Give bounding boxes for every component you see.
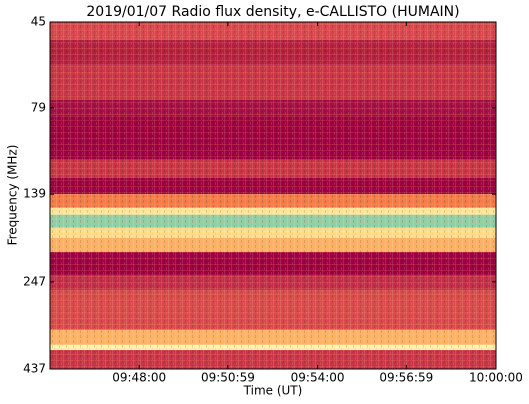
y-tick-label: 45: [31, 15, 46, 29]
y-tick-label: 247: [23, 274, 46, 288]
y-tick-label: 437: [23, 362, 46, 376]
x-tick-label: 09:54:00: [291, 371, 345, 385]
chart-title: 2019/01/07 Radio flux density, e-CALLIST…: [86, 4, 459, 20]
plot-frame: [49, 21, 497, 370]
x-tick-label: 09:56:59: [379, 371, 433, 385]
x-axis-label: Time (UT): [243, 384, 303, 398]
y-tick-label: 79: [31, 100, 46, 114]
texture: [50, 22, 496, 369]
x-tick-label: 09:48:00: [112, 371, 166, 385]
x-tick-label: 09:50:59: [201, 371, 255, 385]
y-tick-label: 139: [23, 187, 46, 201]
y-axis-label: Frequency (MHz): [6, 145, 20, 246]
x-tick-label: 10:00:00: [469, 371, 523, 385]
